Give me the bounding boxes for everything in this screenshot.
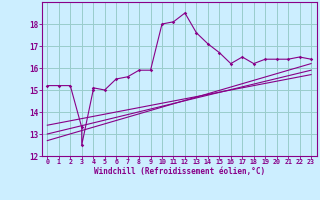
X-axis label: Windchill (Refroidissement éolien,°C): Windchill (Refroidissement éolien,°C) xyxy=(94,167,265,176)
